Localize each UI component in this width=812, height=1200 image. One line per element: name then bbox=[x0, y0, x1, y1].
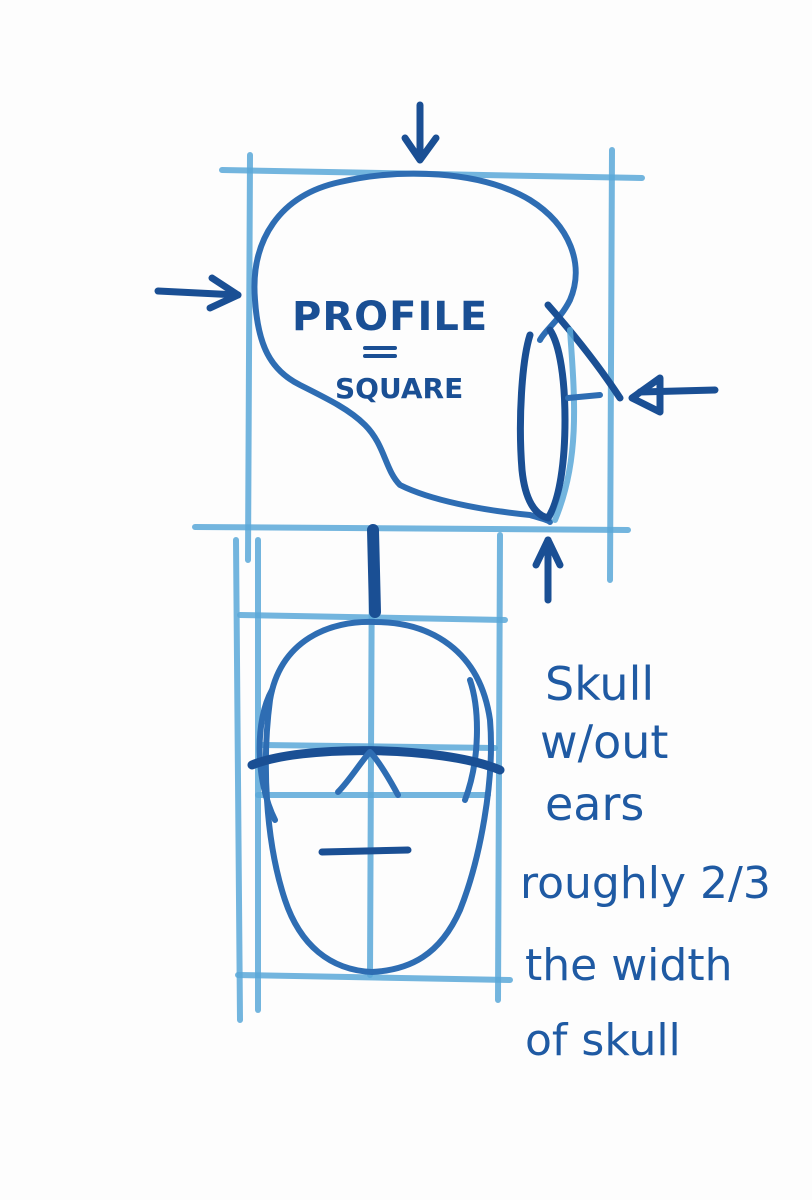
note-line-6: of skull bbox=[525, 1015, 681, 1066]
front-left-skull-curve bbox=[256, 687, 278, 823]
front-grid-outer-left-line bbox=[233, 537, 243, 1023]
handwritten-note: Skull w/out ears roughly 2/3 the width o… bbox=[520, 657, 771, 1066]
square-label: SQUARE bbox=[335, 372, 463, 405]
profile-label: PROFILE bbox=[292, 294, 488, 340]
profile-ear-outline bbox=[516, 326, 569, 522]
top-arrow-icon bbox=[401, 101, 440, 164]
profile-ear-tick bbox=[565, 392, 603, 401]
profile-left-line bbox=[245, 152, 253, 563]
profile-jaw-line bbox=[544, 301, 624, 402]
front-top-line bbox=[237, 612, 508, 623]
profile-head-outline bbox=[251, 170, 579, 525]
front-nose-mark bbox=[335, 749, 401, 798]
front-head-oval bbox=[262, 618, 494, 975]
front-mouth-line bbox=[318, 846, 412, 856]
note-line-5: the width bbox=[525, 940, 732, 991]
front-bottom-line bbox=[235, 972, 513, 983]
profile-right-line bbox=[607, 147, 615, 583]
note-line-3: ears bbox=[545, 777, 644, 831]
front-neck-stroke bbox=[367, 524, 381, 618]
note-line-4: roughly 2/3 bbox=[520, 858, 771, 909]
note-line-1: Skull bbox=[545, 657, 654, 711]
left-arrow-icon bbox=[154, 274, 242, 312]
profile-neck-line bbox=[552, 327, 578, 523]
right-arrow-icon bbox=[628, 374, 719, 416]
profile-bottom-line bbox=[192, 524, 631, 533]
front-right-skull-curve bbox=[462, 677, 480, 803]
note-line-2: w/out bbox=[540, 715, 668, 769]
bottom-arrow-icon bbox=[532, 536, 564, 604]
